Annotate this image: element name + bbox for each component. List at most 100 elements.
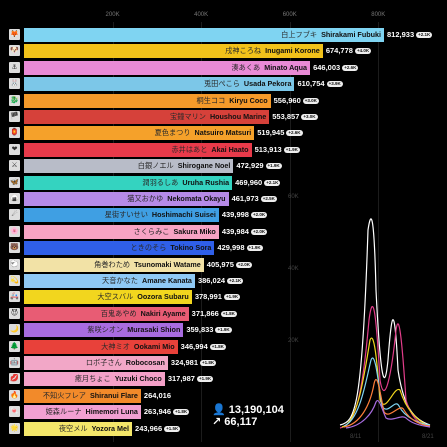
value-label: 324,981 +1.8K xyxy=(171,356,217,370)
bar-label: 夜空メル Yozora Mel xyxy=(24,422,132,436)
japanese-name: 湊あくあ xyxy=(231,62,261,72)
value-label: 263,946 +1.8K xyxy=(144,405,190,419)
y-tick-label: 40K xyxy=(288,266,299,272)
subscriber-count: 553,857 xyxy=(272,112,300,121)
gain-badge: +1.9K xyxy=(246,245,263,252)
english-name: Tokino Sora xyxy=(170,243,212,253)
gain-badge: +1.9K xyxy=(223,294,241,301)
english-name: Natsuiro Matsuri xyxy=(194,128,252,138)
bar-label: 湊あくあ Minato Aqua xyxy=(24,61,310,75)
english-name: Kiryu Coco xyxy=(229,95,268,105)
avatar-icon: 🤖 xyxy=(9,357,20,368)
subscriber-count: 674,778 xyxy=(325,46,353,56)
japanese-name: 夏色まつり xyxy=(154,128,191,138)
avatar-icon: 🌙 xyxy=(9,324,20,336)
avatar-icon: 🔥 xyxy=(9,389,20,401)
series-line xyxy=(345,400,431,429)
english-name: Minato Aqua xyxy=(264,62,308,72)
bar xyxy=(24,274,195,288)
subscriber-count: 812,933 xyxy=(387,30,415,39)
value-label: 346,994 +1.8K xyxy=(181,340,226,354)
gain-badge: +2.1K xyxy=(227,278,244,285)
japanese-name: 姫森ルーナ xyxy=(45,407,82,417)
japanese-name: さくらみこ xyxy=(133,226,170,236)
japanese-name: ときのそら xyxy=(130,243,167,253)
bar-label: 赤井はあと Akai Haato xyxy=(24,143,252,157)
subscriber-count: 513,913 xyxy=(254,144,282,154)
y-tick-label: 20K xyxy=(288,338,299,344)
bar xyxy=(24,192,229,206)
bar-label: 不知火フレア Shiranui Flare xyxy=(24,389,141,403)
value-label: 519,945 +2.6K xyxy=(257,126,303,140)
bar xyxy=(24,290,192,305)
english-name: Nekomata Okayu xyxy=(167,194,226,203)
avatar-icon: 🏴 xyxy=(9,111,20,122)
japanese-name: ロボ子さん xyxy=(85,358,122,367)
gain-badge: +1.8K xyxy=(209,343,226,350)
gain-badge: +2.6K xyxy=(342,64,359,71)
value-label: 439,984 +2.0K xyxy=(222,225,268,239)
avatar-icon: 🌲 xyxy=(9,340,20,352)
subscriber-count: 386,024 xyxy=(197,276,226,285)
bar xyxy=(24,356,168,370)
english-name: Tsunomaki Watame xyxy=(134,259,201,269)
avatar-icon: 🐶 xyxy=(9,45,20,57)
gain-badge: +1.9K xyxy=(283,146,300,153)
gain-badge: +2.6K xyxy=(286,130,303,137)
gain-badge: +1.8K xyxy=(173,409,190,416)
gain-badge: +4.0K xyxy=(354,48,372,55)
japanese-name: 白銀ノエル xyxy=(137,161,174,171)
english-name: Sakura Miko xyxy=(173,226,216,236)
gridline xyxy=(378,22,380,442)
avatar-icon: 🚑 xyxy=(9,291,20,303)
japanese-name: 白上フブキ xyxy=(281,30,318,39)
bar xyxy=(24,208,219,223)
x-tick-label: 800K xyxy=(371,12,386,18)
bar xyxy=(24,77,295,92)
total-value: 13,190,104 xyxy=(228,404,284,416)
bar-label: 白上フブキ Shirakami Fubuki xyxy=(24,28,384,42)
japanese-name: 猫又おかゆ xyxy=(127,194,164,203)
value-label: 610,754 +3.9K xyxy=(297,77,343,91)
bar xyxy=(24,159,234,174)
subscriber-count: 472,929 xyxy=(236,161,264,171)
avatar-icon: ☄ xyxy=(9,209,20,221)
bar xyxy=(24,44,323,59)
english-name: Yozora Mel xyxy=(91,423,130,433)
avatar-icon: 🐰 xyxy=(9,78,20,90)
value-label: 317,987 +1.9K xyxy=(168,372,214,386)
bar xyxy=(24,142,252,157)
bar xyxy=(24,323,184,338)
subscriber-count: 378,991 xyxy=(194,292,222,302)
bar xyxy=(24,28,384,42)
bar xyxy=(24,405,141,420)
english-name: Houshou Marine xyxy=(209,112,267,121)
japanese-name: 角巻わため xyxy=(94,259,131,269)
bar-label: 猫又おかゆ Nekomata Okayu xyxy=(24,192,229,206)
daily-gain-line-chart: 60K 40K 20K 8/11 8/21 xyxy=(288,194,434,440)
avatar-icon: 💋 xyxy=(9,373,20,385)
bar xyxy=(24,339,178,354)
value-label: 386,024 +2.1K xyxy=(197,274,244,288)
avatar-icon: 🐻 xyxy=(9,242,20,254)
value-label: 439,998 +2.0K xyxy=(222,208,268,222)
english-name: Nakiri Ayame xyxy=(140,308,186,318)
value-label: 264,016 xyxy=(144,389,171,403)
bar-label: 大神ミオ Ookami Mio xyxy=(24,340,178,354)
japanese-name: 大神ミオ xyxy=(101,341,130,351)
x-tick-label: 8/21 xyxy=(422,434,434,440)
avatar-icon: 🐉 xyxy=(9,94,20,106)
english-name: Yuzuki Choco xyxy=(114,374,162,384)
subscriber-count: 461,973 xyxy=(231,194,259,203)
subscriber-count: 519,945 xyxy=(257,128,285,138)
japanese-name: 癒月ちょこ xyxy=(74,374,111,384)
bar-label: 紫咲シオン Murasaki Shion xyxy=(24,323,183,337)
value-label: 461,973 +2.5K xyxy=(232,192,277,206)
japanese-name: 不知火フレア xyxy=(42,390,86,400)
gain-badge: +2.0K xyxy=(250,228,268,235)
x-tick-label: 200K xyxy=(105,12,120,18)
value-label: 513,913 +1.9K xyxy=(255,143,300,157)
value-label: 556,960 +3.0K xyxy=(274,94,319,108)
gain-badge: +2.1K xyxy=(416,32,433,39)
